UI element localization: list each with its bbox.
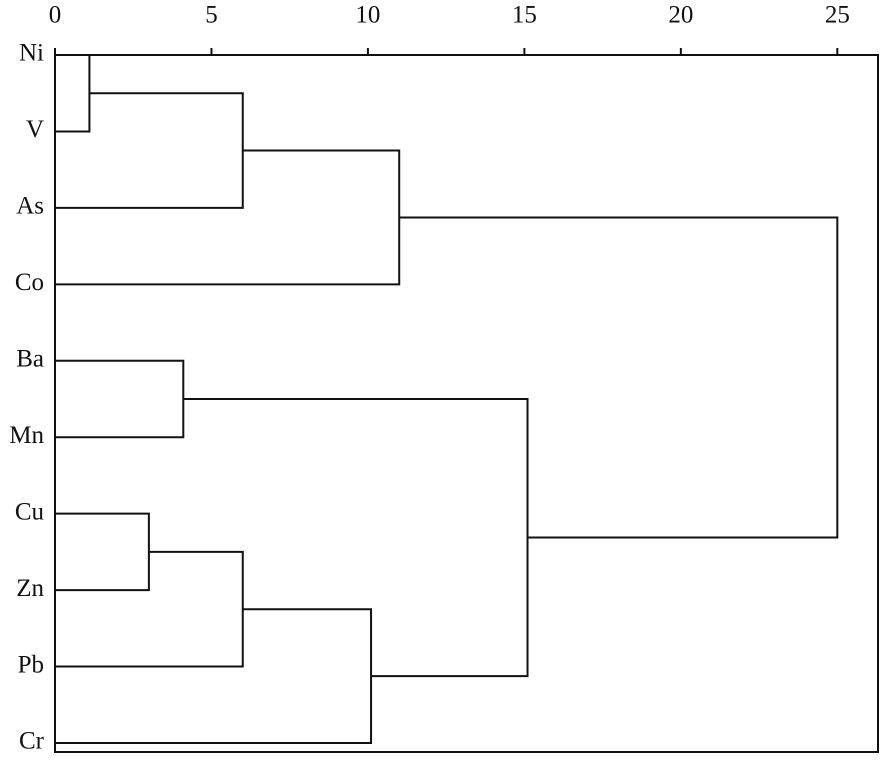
frame xyxy=(54,54,879,753)
x-tick-label: 5 xyxy=(205,2,218,29)
link xyxy=(399,216,839,539)
link xyxy=(55,92,244,209)
x-tick-label: 10 xyxy=(355,2,380,29)
leaf-label: Pb xyxy=(18,651,44,678)
link xyxy=(55,608,373,744)
x-tick-label: 20 xyxy=(668,2,693,29)
leaf-label: Co xyxy=(15,269,44,296)
leaf-label: V xyxy=(26,116,44,143)
link xyxy=(183,398,529,678)
x-tick-label: 15 xyxy=(512,2,537,29)
link xyxy=(55,512,150,592)
leaf-label: Cu xyxy=(15,498,45,525)
link xyxy=(55,359,185,439)
x-tick-label: 25 xyxy=(825,2,850,29)
link xyxy=(55,54,91,133)
leaf-label: Ni xyxy=(19,40,44,67)
leaf-label: Zn xyxy=(16,575,44,602)
leaf-label: Cr xyxy=(19,728,45,755)
x-tick-label: 0 xyxy=(49,2,62,29)
leaf-label: Mn xyxy=(9,422,44,449)
leaf-label: As xyxy=(16,193,44,220)
leaf-label: Ba xyxy=(16,346,44,373)
link xyxy=(55,149,401,286)
